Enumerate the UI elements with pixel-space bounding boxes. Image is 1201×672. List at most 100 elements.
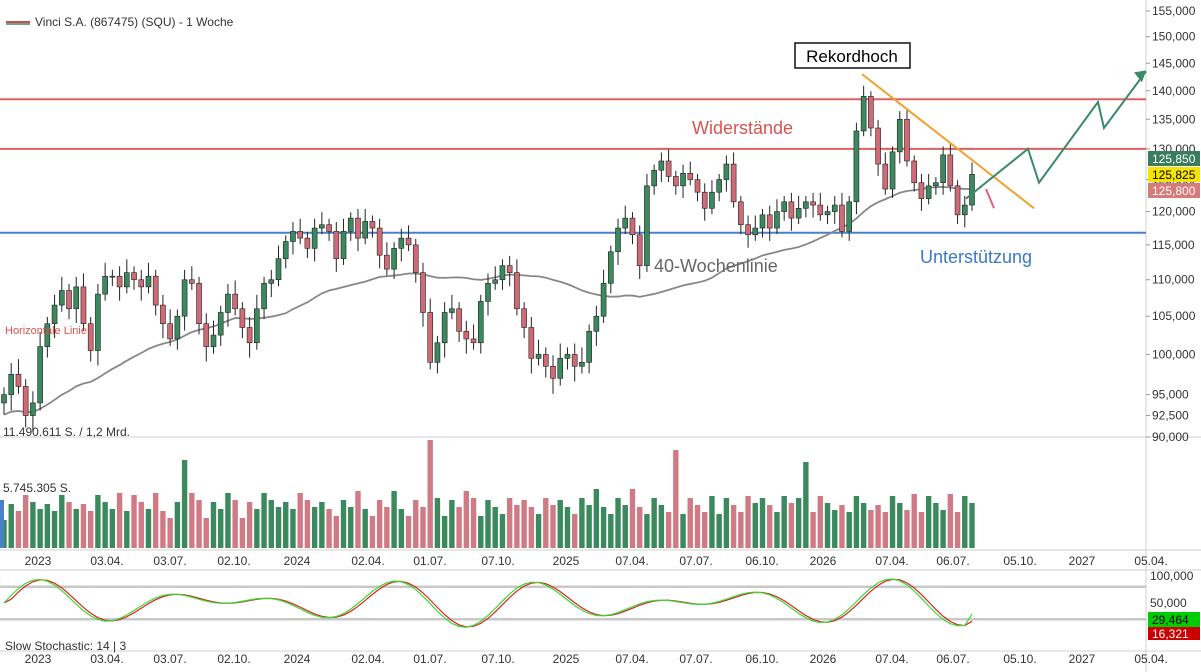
candle-body xyxy=(73,286,80,310)
x-tick-label: 05.10. xyxy=(1003,554,1036,568)
candle-body xyxy=(542,354,549,367)
volume-bar xyxy=(759,498,766,548)
x-tick-label: 03.04. xyxy=(90,554,123,568)
volume-bar xyxy=(116,493,123,548)
volume-bar xyxy=(904,510,910,548)
volume-bar xyxy=(911,494,917,548)
candle-body xyxy=(463,330,470,340)
candle-body xyxy=(824,211,831,216)
volume-bar xyxy=(897,503,903,548)
volume-bar xyxy=(254,509,260,548)
volume-bar xyxy=(87,511,94,548)
candle-body xyxy=(311,227,318,249)
candle-body xyxy=(492,279,499,284)
y-tick-label: 110,000 xyxy=(1152,273,1195,287)
x-tick-label: 07.10. xyxy=(481,554,514,568)
chart-title: Vinci S.A. (867475) (SQU) - 1 Woche xyxy=(35,15,234,29)
stoch-y-label: 50,000 xyxy=(1150,596,1187,610)
volume-bar xyxy=(933,503,939,548)
volume-bar xyxy=(795,498,802,548)
volume-bar xyxy=(239,518,246,548)
x-tick-label: 2026 xyxy=(810,554,837,568)
volume-bar xyxy=(680,514,686,548)
volume-bar xyxy=(290,509,296,548)
candle-body xyxy=(470,338,477,344)
volume-bar xyxy=(579,498,585,548)
volume-bar xyxy=(564,507,571,548)
x-tick-label: 06.10. xyxy=(745,554,778,568)
projection-start xyxy=(985,188,995,209)
volume-bar xyxy=(95,495,101,548)
candle-body xyxy=(412,244,419,273)
volume-bar xyxy=(210,502,217,548)
volume-bar xyxy=(716,514,722,548)
candle-body xyxy=(608,251,614,284)
volume-bar xyxy=(658,505,665,548)
candle-body xyxy=(333,231,340,259)
candle-body xyxy=(969,173,975,206)
x-tick-label: 07.04. xyxy=(875,652,908,666)
candle-body xyxy=(911,160,918,184)
x-tick-label: 2027 xyxy=(1069,652,1096,666)
x-tick-label: 02.04. xyxy=(351,554,384,568)
candle-body xyxy=(124,272,130,288)
candle-body xyxy=(875,127,881,165)
candle-body xyxy=(254,308,260,344)
stoch-d-value: 16,321 xyxy=(1152,627,1189,641)
price-label-box xyxy=(1148,167,1200,182)
candle-body xyxy=(477,301,484,344)
x-tick-label: 02.10. xyxy=(217,554,250,568)
volume-bar xyxy=(348,507,354,548)
y-tick-label: 135,000 xyxy=(1152,112,1196,126)
volume-bar xyxy=(492,507,498,548)
volume-bar xyxy=(225,493,231,548)
y-tick-label: 90,000 xyxy=(1152,430,1189,444)
candle-body xyxy=(673,176,679,187)
candle-body xyxy=(131,272,137,281)
candle-body xyxy=(665,160,672,177)
candle-body xyxy=(376,227,383,256)
candle-body xyxy=(557,358,564,379)
stoch-k-value: 29,464 xyxy=(1152,613,1189,627)
candle-body xyxy=(745,224,751,236)
candle-body xyxy=(788,201,795,219)
stochastic-label: Slow Stochastic: 14 | 3 xyxy=(5,639,127,653)
candle-body xyxy=(723,163,730,180)
volume-bar xyxy=(535,514,542,548)
volume-bar xyxy=(369,516,376,548)
candle-body xyxy=(947,154,954,187)
volume-bar xyxy=(153,493,159,548)
candle-body xyxy=(868,96,874,129)
candle-body xyxy=(730,163,737,203)
candle-body xyxy=(774,211,780,229)
candle-body xyxy=(239,308,246,328)
volume-bar xyxy=(189,493,195,548)
volume-bar xyxy=(304,500,311,548)
volume-mid-label: 5.745.305 S. xyxy=(3,481,71,495)
volume-bar xyxy=(131,495,137,548)
volume-bar xyxy=(167,518,173,548)
volume-bar xyxy=(420,507,426,548)
y-tick-label: 150,000 xyxy=(1152,30,1196,44)
candle-body xyxy=(449,308,455,313)
candle-body xyxy=(846,201,852,232)
x-tick-label: 03.07. xyxy=(153,554,186,568)
candle-body xyxy=(261,283,267,310)
candle-body xyxy=(918,182,925,199)
annotation-40-wochenlinie: 40-Wochenlinie xyxy=(654,256,778,276)
x-tick-label: 02.10. xyxy=(217,652,250,666)
volume-bar xyxy=(752,503,758,548)
candle-body xyxy=(535,354,542,359)
candle-body xyxy=(961,204,968,216)
volume-bar xyxy=(160,511,166,548)
price-label-box xyxy=(1148,183,1200,198)
candle-body xyxy=(217,312,224,336)
volume-bar xyxy=(268,500,274,548)
volume-bar xyxy=(456,507,462,548)
volume-bar xyxy=(109,509,116,548)
volume-bar xyxy=(954,512,961,548)
volume-bar xyxy=(376,500,383,548)
candle-body xyxy=(109,275,116,278)
volume-bar xyxy=(470,498,477,548)
candle-body xyxy=(58,290,65,306)
